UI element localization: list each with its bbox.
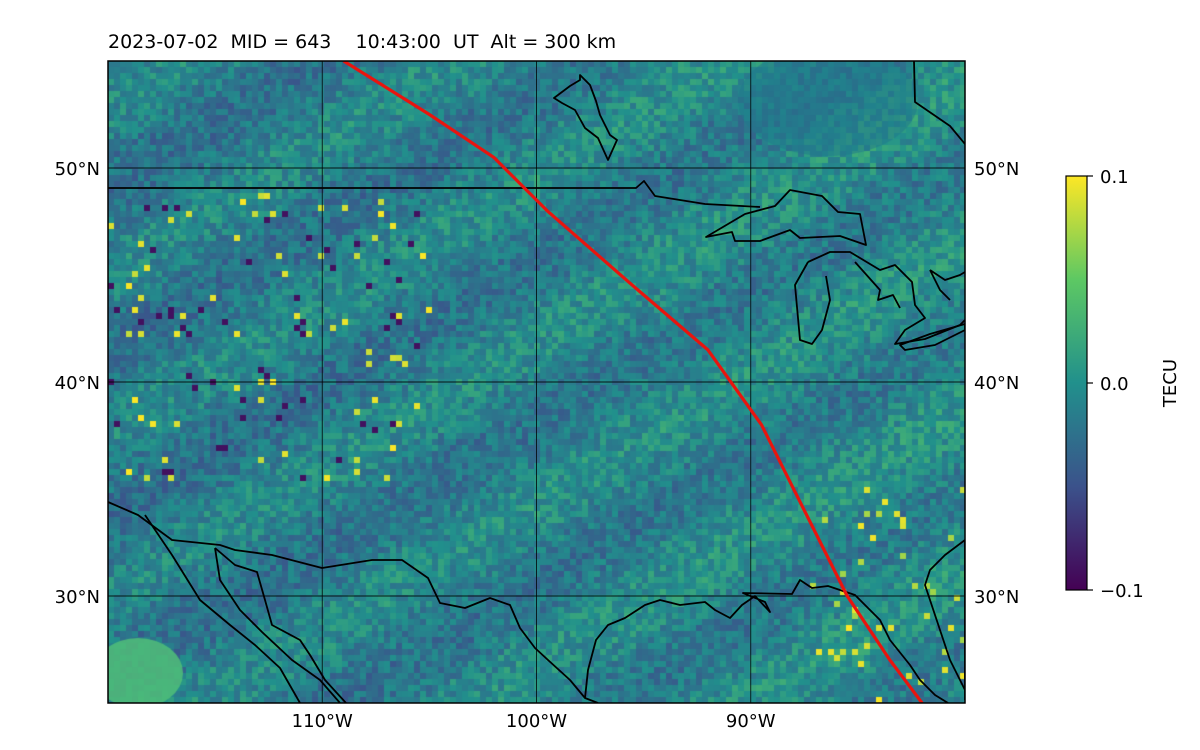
lake-winnipeg	[553, 74, 618, 161]
lat-labels-left: 30°N 40°N 50°N	[55, 159, 100, 608]
lake-erie	[899, 323, 965, 351]
lat-tick-label-left: 30°N	[55, 587, 100, 608]
lon-labels: 110°W 100°W 90°W	[292, 711, 776, 732]
lat-tick-label-left: 50°N	[55, 159, 100, 180]
coastlines	[108, 61, 965, 703]
us-mexico-border	[108, 501, 599, 703]
lake-ontario	[929, 269, 965, 301]
colorbar-tick-label: −0.1	[1100, 581, 1144, 602]
lake-superior	[705, 189, 867, 246]
colorbar	[1065, 175, 1088, 591]
colorbar-tick-label: 0.0	[1100, 374, 1129, 395]
lon-tick-label: 90°W	[726, 711, 776, 732]
satellite-track	[342, 61, 924, 703]
hudson-bay-coast	[913, 61, 965, 145]
lat-labels-right: 30°N 40°N 50°N	[974, 159, 1019, 608]
baja-california	[144, 514, 347, 703]
border-us-canada	[108, 180, 761, 208]
gridlines	[108, 61, 965, 703]
colorbar-ticks: 0.1 0.0 −0.1	[1087, 167, 1144, 602]
florida-peninsula	[924, 539, 965, 700]
lon-tick-label: 110°W	[292, 711, 353, 732]
lat-tick-label-right: 40°N	[974, 373, 1019, 394]
gulf-coast	[584, 579, 949, 703]
colorbar-label: TECU	[1160, 359, 1181, 408]
map-frame	[107, 60, 966, 704]
lon-tick-label: 100°W	[506, 711, 567, 732]
lat-tick-label-left: 40°N	[55, 373, 100, 394]
lake-michigan-huron	[794, 251, 965, 345]
lat-tick-label-right: 50°N	[974, 159, 1019, 180]
colorbar-tick-label: 0.1	[1100, 167, 1129, 188]
lat-tick-label-right: 30°N	[974, 587, 1019, 608]
map-title: 2023-07-02 MID = 643 10:43:00 UT Alt = 3…	[108, 31, 616, 53]
